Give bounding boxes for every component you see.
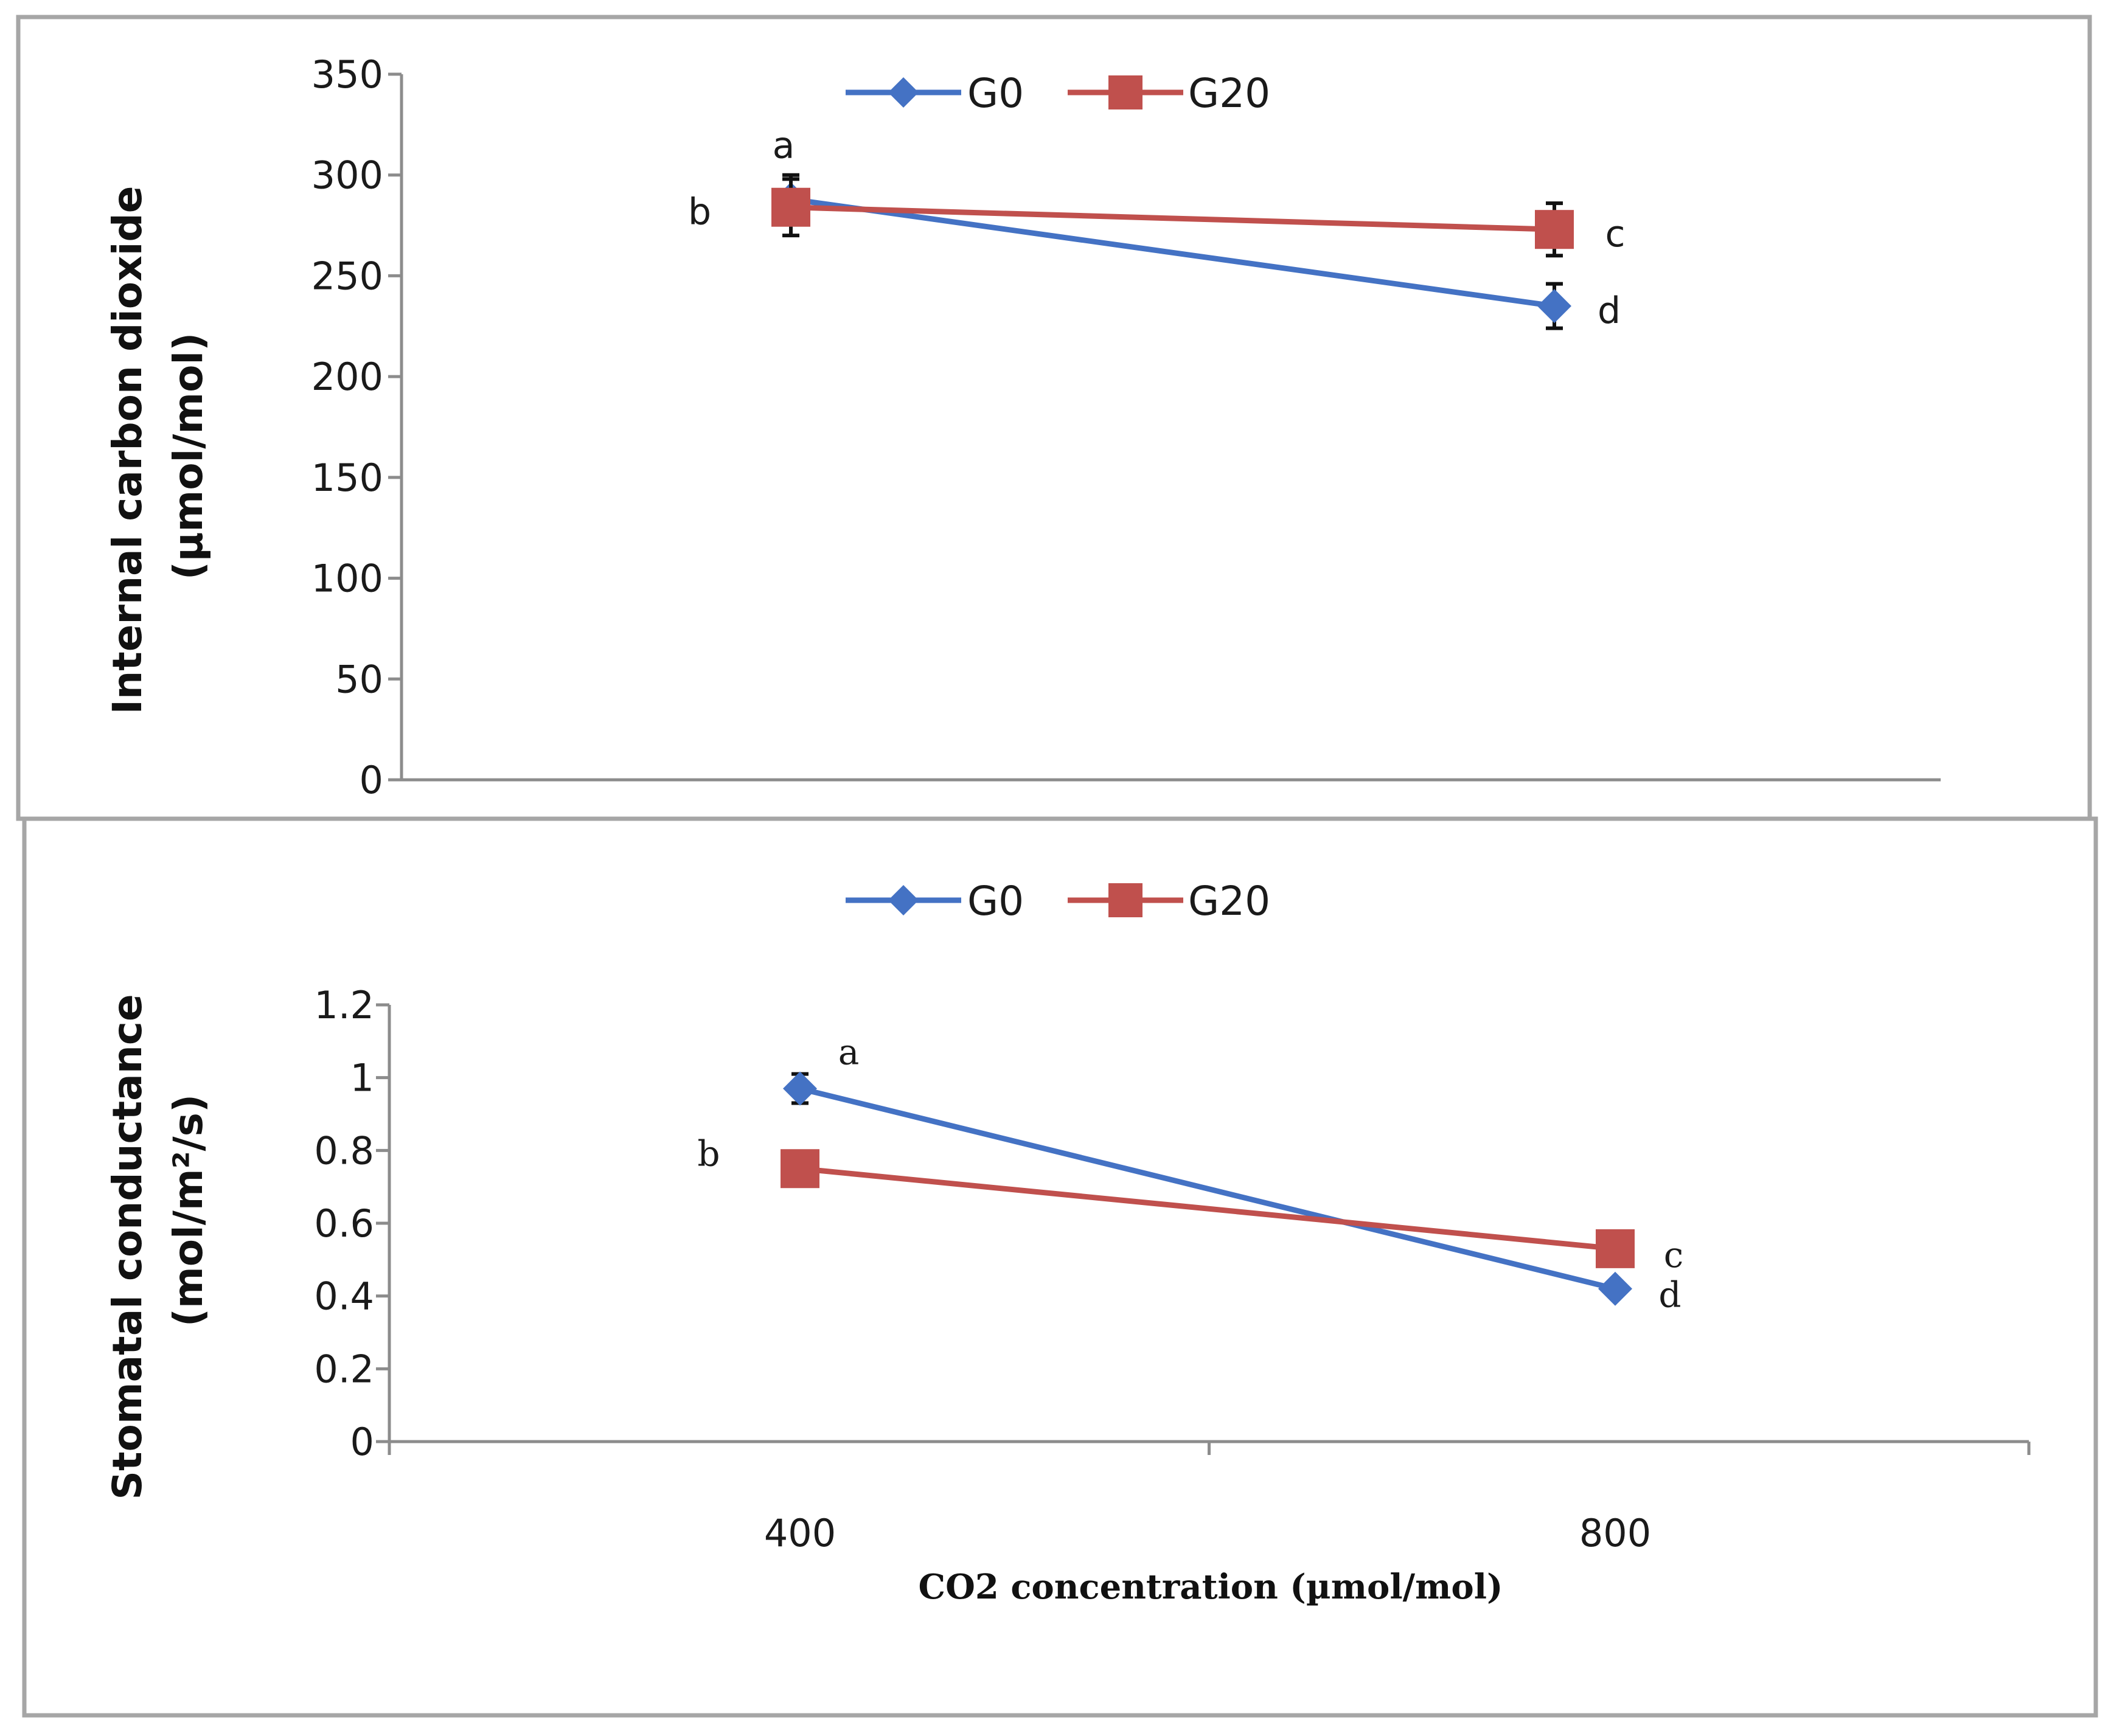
bottom-y-axis-title-line2: (mol/m²/s) xyxy=(165,1094,212,1327)
top-y-axis-title-line1: Internal carbon dioxide xyxy=(104,186,151,715)
top-legend: G0 G20 xyxy=(846,70,1270,117)
y-tick-label: 100 xyxy=(311,557,383,601)
data-point-square xyxy=(781,1149,819,1189)
data-point-square xyxy=(1596,1229,1635,1268)
x-tick-label: 400 xyxy=(764,1511,836,1555)
significance-label: d xyxy=(1658,1274,1681,1316)
significance-label: c xyxy=(1664,1234,1683,1276)
series-line-g0 xyxy=(799,1086,1616,1292)
series-line-g20 xyxy=(790,204,1555,232)
bottom-legend-g0-diamond xyxy=(888,885,919,915)
bottom-x-axis-title: CO2 concentration (µmol/mol) xyxy=(919,1567,1503,1607)
bottom-legend: G0 G20 xyxy=(846,878,1270,925)
significance-label: b xyxy=(697,1133,720,1174)
bottom-legend-g0-label: G0 xyxy=(967,878,1024,925)
data-point-square xyxy=(1535,210,1574,249)
y-tick-label: 0 xyxy=(360,758,383,802)
data-point-diamond xyxy=(783,1071,817,1106)
bottom-y-axis-title-line1: Stomatal conductance xyxy=(104,994,151,1499)
top-legend-g20-label: G20 xyxy=(1188,70,1270,117)
y-tick-label: 1 xyxy=(350,1056,374,1100)
y-tick-label: 200 xyxy=(311,355,383,399)
top-legend-g0-label: G0 xyxy=(967,70,1024,117)
x-tick-label: 800 xyxy=(1579,1511,1651,1555)
top-y-axis: 0 50 100 150 200 250 300 350 xyxy=(311,52,1941,802)
y-tick-label: 150 xyxy=(311,456,383,500)
top-legend-g20-square xyxy=(1108,75,1142,109)
y-tick-label: 250 xyxy=(311,254,383,298)
bottom-series: a d b c xyxy=(697,1032,1683,1316)
series-line-g0 xyxy=(790,196,1555,309)
y-tick-label: 50 xyxy=(335,657,383,701)
significance-label: a xyxy=(773,124,795,167)
bottom-legend-g20-label: G20 xyxy=(1188,878,1270,925)
significance-label: a xyxy=(838,1032,860,1073)
data-point-diamond xyxy=(1537,289,1571,324)
top-series: a d b c xyxy=(688,124,1626,332)
y-tick-label: 0.4 xyxy=(314,1274,374,1319)
significance-label: c xyxy=(1605,213,1626,255)
significance-label: b xyxy=(688,191,711,234)
y-tick-label: 0.2 xyxy=(314,1347,374,1391)
bottom-chart: 0 0.2 0.4 0.6 0.8 1 1.2 400 800 Stomatal conduct… xyxy=(104,878,2031,1607)
y-tick-label: 0.8 xyxy=(314,1128,374,1173)
top-legend-g0-diamond xyxy=(888,77,919,108)
y-tick-label: 300 xyxy=(311,153,383,198)
bottom-y-axis: 0 0.2 0.4 0.6 0.8 1 1.2 400 800 xyxy=(314,983,2031,1555)
series-line-g20 xyxy=(799,1165,1616,1252)
data-point-diamond xyxy=(1598,1271,1632,1306)
y-tick-label: 350 xyxy=(311,52,383,97)
top-chart: 0 50 100 150 200 250 300 350 Internal carbon di… xyxy=(104,52,1941,802)
bottom-panel-frame xyxy=(22,816,2098,1718)
bottom-legend-g20-square xyxy=(1108,883,1142,917)
y-tick-label: 1.2 xyxy=(314,983,374,1027)
y-tick-label: 0 xyxy=(350,1420,374,1464)
top-y-axis-title-line2: (µmol/mol) xyxy=(165,333,212,580)
data-point-square xyxy=(771,187,810,227)
significance-label: d xyxy=(1598,290,1621,332)
y-tick-label: 0.6 xyxy=(314,1201,374,1246)
top-panel-frame xyxy=(16,15,2092,821)
